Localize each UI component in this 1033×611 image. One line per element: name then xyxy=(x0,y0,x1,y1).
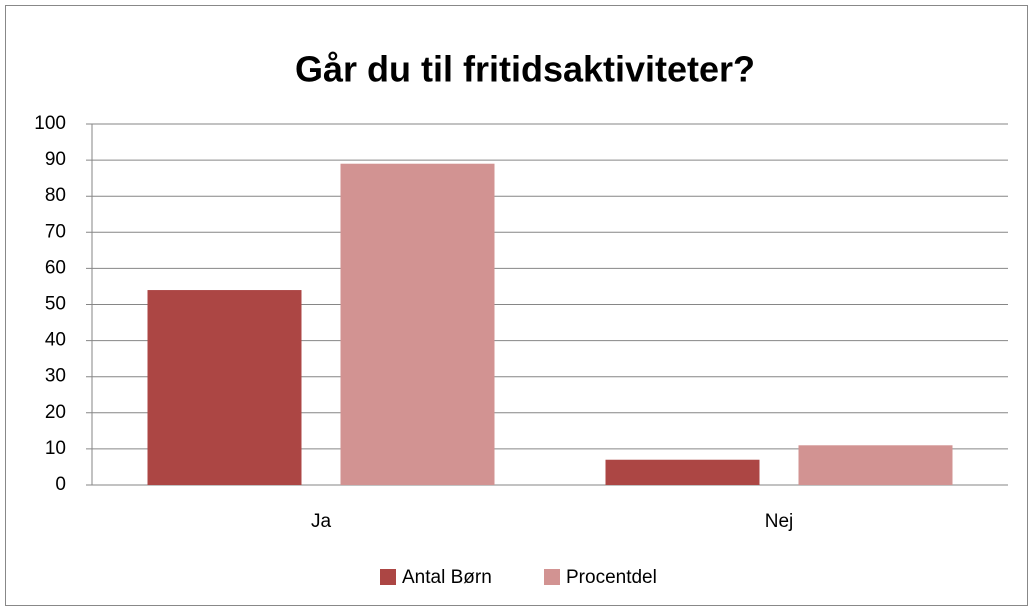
y-tick-label: 70 xyxy=(45,221,66,242)
chart-title: Går du til fritidsaktiviteter? xyxy=(295,49,755,90)
y-tick-label: 100 xyxy=(34,113,66,134)
y-tick-label: 30 xyxy=(45,366,66,387)
y-tick-label: 90 xyxy=(45,149,66,170)
y-tick-label: 20 xyxy=(45,402,66,423)
x-tick-label: Ja xyxy=(311,511,332,532)
x-tick-label: Nej xyxy=(765,511,794,532)
legend-label: Procentdel xyxy=(566,567,657,588)
bar xyxy=(147,290,302,485)
y-tick-label: 80 xyxy=(45,185,66,206)
bar xyxy=(605,459,760,485)
bar xyxy=(798,445,953,485)
bar xyxy=(340,163,495,485)
y-tick-label: 50 xyxy=(45,294,66,315)
legend-swatch xyxy=(380,569,396,585)
y-tick-label: 40 xyxy=(45,330,66,351)
y-tick-label: 60 xyxy=(45,257,66,278)
legend-swatch xyxy=(544,569,560,585)
y-tick-label: 10 xyxy=(45,438,66,459)
y-tick-label: 0 xyxy=(55,474,66,495)
legend-label: Antal Børn xyxy=(402,567,492,588)
